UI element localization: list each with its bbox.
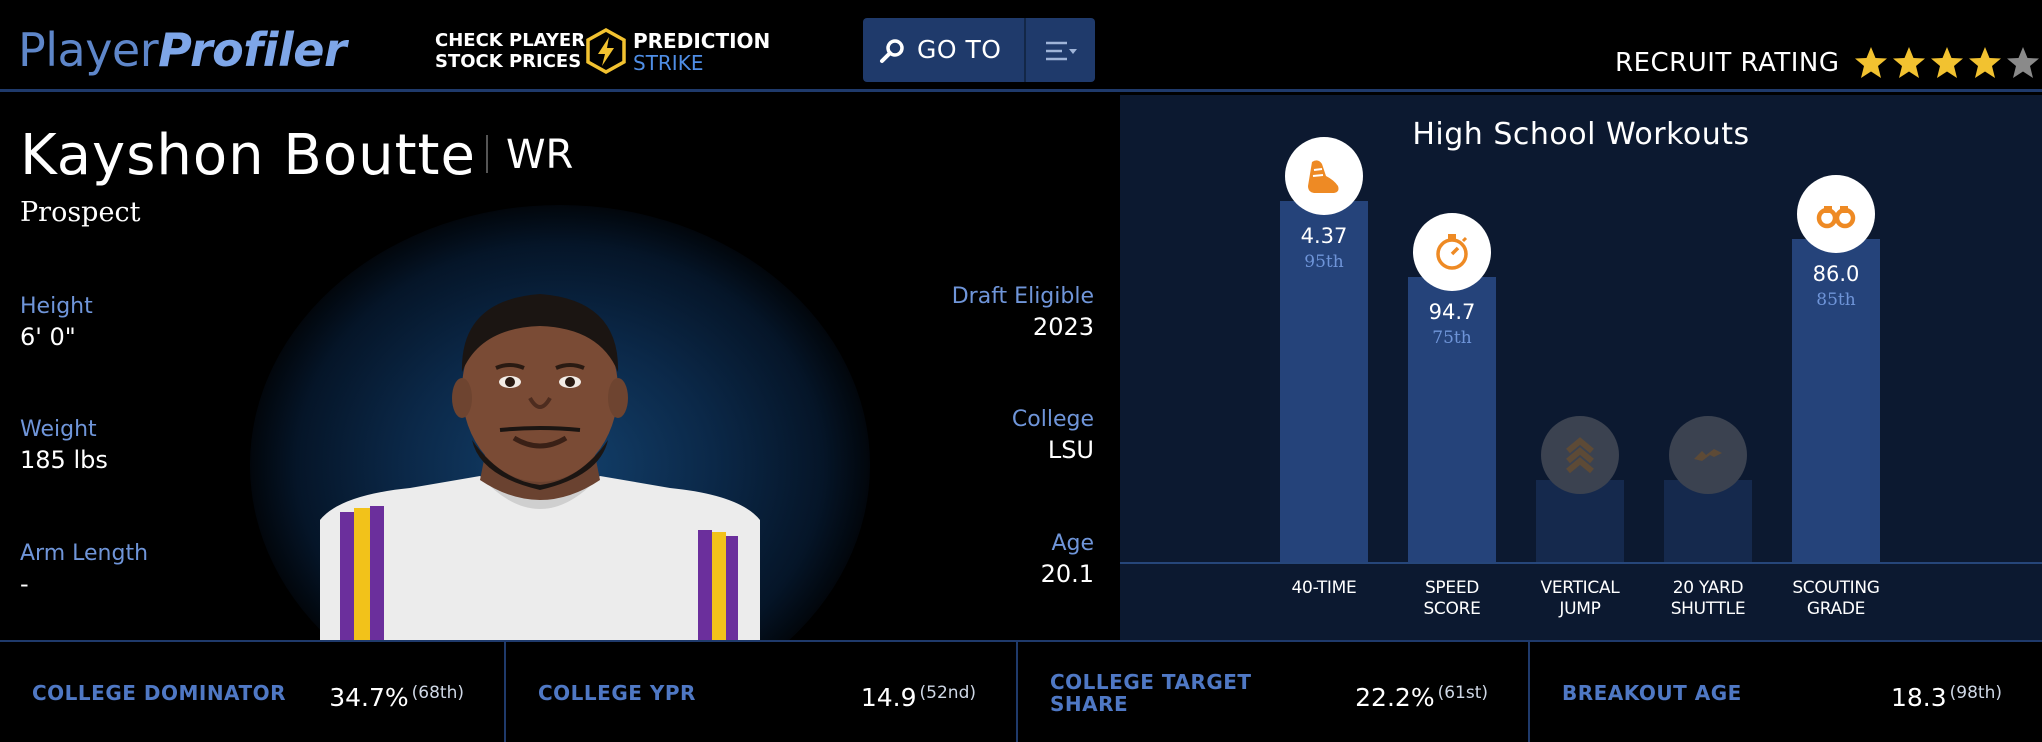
player-name: Kayshon Boutte: [20, 123, 476, 188]
college-stats-bar: COLLEGE DOMINATOR 34.7% (68th) COLLEGE YP…: [0, 640, 2042, 742]
workout-category-label: VERTICAL JUMP: [1525, 578, 1635, 620]
stat-weight: Weight 185 lbs: [20, 417, 108, 474]
category-line: SPEED: [1424, 578, 1480, 598]
promo-brand: PREDICTION STRIKE: [633, 29, 771, 75]
star-empty-icon: [2007, 47, 2039, 78]
workout-percentile: 75th: [1432, 328, 1472, 348]
star-filled-icon: [1969, 47, 2001, 78]
promo-text: CHECK PLAYER STOCK PRICES: [435, 30, 586, 72]
stat-arm-length: Arm Length -: [20, 541, 149, 598]
workout-category-label: SCOUTING GRADE: [1781, 578, 1891, 620]
workout-icon-bubble: [1797, 175, 1875, 253]
recruit-rating-label: RECRUIT RATING: [1615, 48, 1840, 78]
category-line: JUMP: [1559, 599, 1601, 619]
stat-breakout-age: BREAKOUT AGE 18.3 (98th): [1562, 681, 2002, 712]
player-position: WR: [506, 132, 574, 178]
goto-button[interactable]: GO TO: [863, 18, 1023, 82]
stat-college-dominator: COLLEGE DOMINATOR 34.7% (68th): [0, 642, 506, 742]
stopwatch-icon: [1436, 234, 1468, 270]
menu-button[interactable]: [1027, 18, 1095, 82]
stat-college-target-share: COLLEGE TARGET SHARE 22.2% (61st): [1018, 642, 1530, 742]
binoculars-icon: [1816, 206, 1856, 229]
menu-dropdown-icon: [1046, 41, 1077, 61]
workout-bar: [1280, 201, 1368, 562]
chart-baseline: [1120, 562, 2042, 564]
recruit-stars: [1855, 46, 2042, 80]
workout-percentile: 95th: [1304, 252, 1344, 272]
workout-icon-bubble: [1669, 416, 1747, 494]
category-line: GRADE: [1806, 599, 1866, 619]
shoe-icon: [1308, 160, 1339, 193]
workout-category-label: 40-TIME: [1269, 578, 1379, 599]
workout-bar: [1792, 239, 1880, 562]
workout-category-label: 20 YARD SHUTTLE: [1653, 578, 1763, 620]
category-line: VERTICAL: [1540, 578, 1620, 598]
category-line: 40-TIME: [1291, 578, 1357, 598]
site-logo[interactable]: PlayerProfiler: [18, 23, 347, 77]
workouts-title: High School Workouts: [1412, 117, 1750, 152]
category-line: SCOUTING: [1792, 578, 1880, 598]
category-line: 20 YARD: [1672, 578, 1744, 598]
workout-percentile: 85th: [1816, 290, 1856, 310]
divider: [486, 135, 488, 173]
workout-value: 86.0: [1812, 262, 1860, 286]
divider: [1024, 18, 1026, 82]
star-filled-icon: [1893, 47, 1925, 78]
star-filled-icon: [1931, 47, 1963, 78]
stat-height: Height 6' 0": [20, 294, 93, 351]
workout-icon-bubble: [1413, 213, 1491, 291]
lightning-bolt-icon: [586, 28, 626, 74]
workout-value: 94.7: [1428, 300, 1476, 324]
category-line: SHUTTLE: [1670, 599, 1746, 619]
player-status: Prospect: [20, 197, 141, 228]
top-header: PlayerProfiler CHECK PLAYER STOCK PRICES…: [0, 0, 2042, 92]
goto-label: GO TO: [917, 35, 1002, 64]
star-filled-icon: [1855, 47, 1887, 78]
player-profile-panel: Kayshon Boutte WR Prospect Height 6' 0" …: [0, 95, 1120, 640]
goto-control: GO TO: [863, 18, 1095, 82]
stat-college-ypr: COLLEGE YPR 14.9 (52nd): [506, 642, 1018, 742]
workout-icon-bubble: [1285, 137, 1363, 215]
workout-category-label: SPEED SCORE: [1397, 578, 1507, 620]
search-icon: [880, 39, 904, 63]
workout-bar: [1408, 277, 1496, 562]
workout-icon-bubble: [1541, 416, 1619, 494]
high-school-workouts-panel: High School Workouts 4.37 95th 40-TIME 94.7…: [1120, 95, 2042, 640]
stat-draft-eligible: Draft Eligible 2023: [951, 284, 1094, 341]
chevrons-up-icon: [1566, 437, 1594, 474]
stat-age: Age 20.1: [1040, 531, 1094, 588]
player-photo: [320, 294, 760, 640]
stat-college: College LSU: [1011, 407, 1094, 464]
zigzag-icon: [1694, 449, 1722, 461]
category-line: SCORE: [1423, 599, 1481, 619]
workout-value: 4.37: [1300, 224, 1348, 248]
